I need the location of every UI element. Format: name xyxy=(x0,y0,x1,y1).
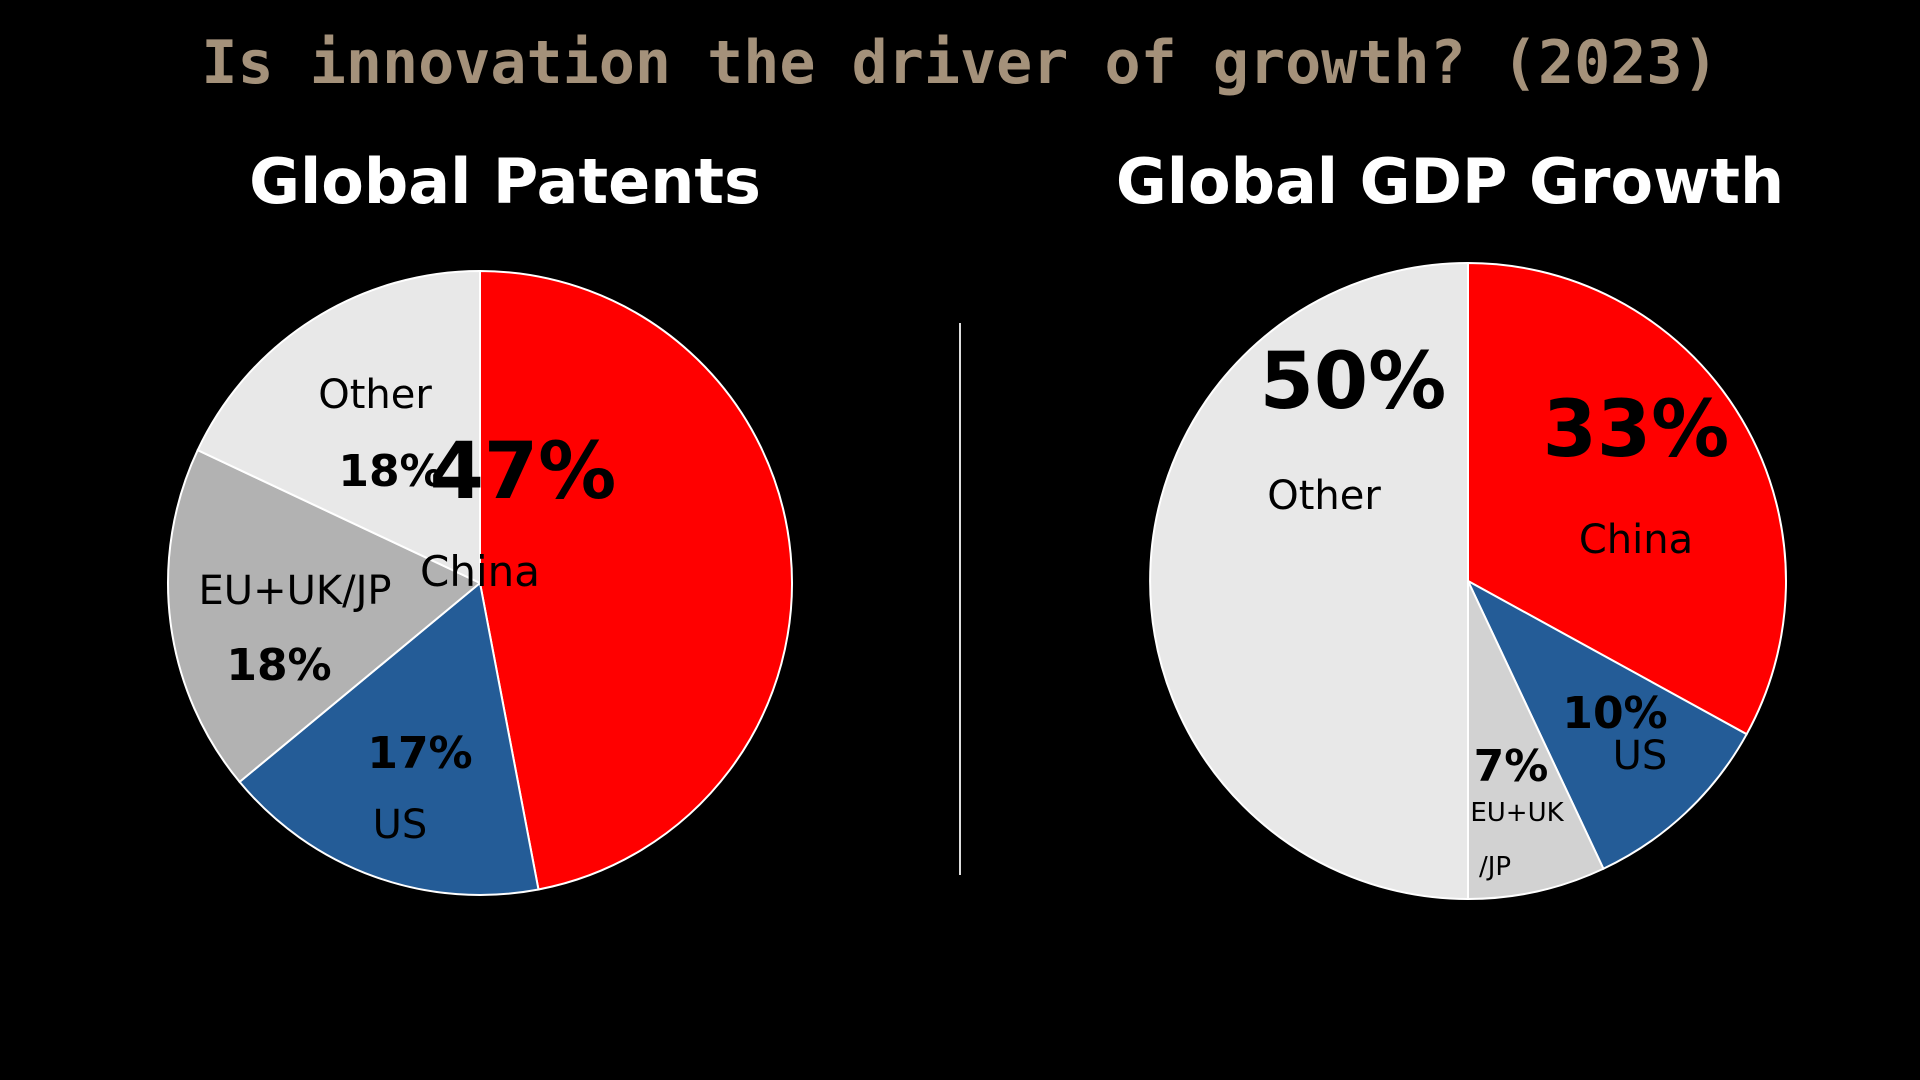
gdp-other-percent-label: 50% xyxy=(1260,337,1447,427)
gdp-eu-uk-jp-percent-label: 7% xyxy=(1474,741,1549,792)
gdp-china-name-label: China xyxy=(1579,517,1693,563)
gdp-chart-title: Global GDP Growth xyxy=(1115,145,1785,218)
patents-other-percent-label: 18% xyxy=(338,446,443,497)
patents-eu-uk-jp-percent-label: 18% xyxy=(226,640,331,691)
patents-slice-eu-uk-jp xyxy=(167,448,482,784)
patents-slice-other xyxy=(196,269,481,585)
gdp-slice-eu-uk-jp xyxy=(1467,580,1605,901)
gdp-slice-us xyxy=(1465,578,1749,871)
gdp-pie-chart: 33% China 10%US 7% EU+UK/JP 50% Other xyxy=(1149,261,1787,901)
gdp-eu-uk-jp-name-label-line2: /JP xyxy=(1479,852,1511,882)
patents-eu-uk-jp-name-label: EU+UK/JP xyxy=(199,568,392,614)
patents-us-percent-label: 17% xyxy=(367,728,472,779)
patents-china-percent-label: 47% xyxy=(430,427,617,517)
gdp-other-name-label: Other xyxy=(1267,473,1381,519)
page-title: Is innovation the driver of growth? (202… xyxy=(201,28,1719,98)
gdp-slice-china xyxy=(1467,261,1787,736)
patents-us-name-label: US xyxy=(373,802,428,848)
gdp-us-name-label: US xyxy=(1613,733,1668,779)
gdp-slice-other xyxy=(1149,261,1469,901)
patents-slice-china xyxy=(479,269,793,891)
gdp-us-percent-label: 10% xyxy=(1562,688,1667,739)
patents-pie-chart: 47% China 17% US 18% EU+UK/JP 18% Other xyxy=(167,269,793,896)
divider xyxy=(959,323,961,875)
patents-chart-title: Global Patents xyxy=(249,145,761,218)
gdp-eu-uk-jp-name-label-line1: EU+UK xyxy=(1470,798,1564,828)
patents-slice-us xyxy=(238,581,540,896)
patents-china-name-label: China xyxy=(420,547,540,596)
patents-other-name-label: Other xyxy=(318,372,432,418)
gdp-china-percent-label: 33% xyxy=(1543,385,1730,475)
